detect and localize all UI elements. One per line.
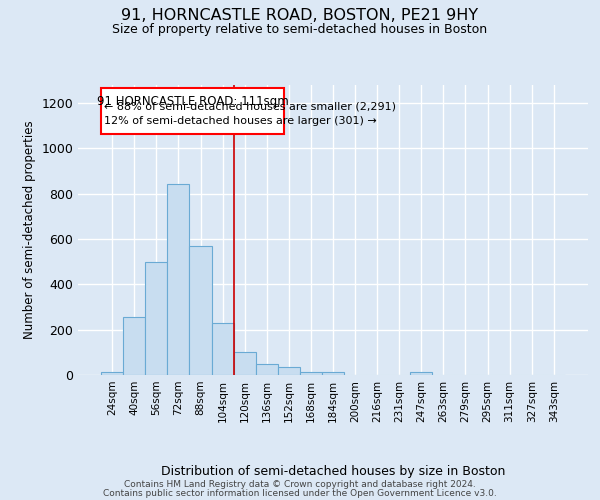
Bar bbox=[278, 367, 300, 375]
Bar bbox=[101, 372, 123, 375]
Y-axis label: Number of semi-detached properties: Number of semi-detached properties bbox=[23, 120, 36, 340]
Bar bbox=[322, 372, 344, 375]
Bar bbox=[167, 184, 190, 375]
Text: Distribution of semi-detached houses by size in Boston: Distribution of semi-detached houses by … bbox=[161, 464, 505, 477]
Bar bbox=[101, 88, 284, 134]
Text: Contains HM Land Registry data © Crown copyright and database right 2024.: Contains HM Land Registry data © Crown c… bbox=[124, 480, 476, 489]
Bar bbox=[300, 372, 322, 375]
Bar bbox=[145, 262, 167, 375]
Text: ← 88% of semi-detached houses are smaller (2,291): ← 88% of semi-detached houses are smalle… bbox=[104, 102, 397, 112]
Text: 91, HORNCASTLE ROAD, BOSTON, PE21 9HY: 91, HORNCASTLE ROAD, BOSTON, PE21 9HY bbox=[121, 8, 479, 22]
Bar bbox=[190, 246, 212, 375]
Text: 91 HORNCASTLE ROAD: 111sqm: 91 HORNCASTLE ROAD: 111sqm bbox=[97, 95, 289, 108]
Bar bbox=[410, 372, 433, 375]
Bar bbox=[212, 323, 233, 375]
Text: Contains public sector information licensed under the Open Government Licence v3: Contains public sector information licen… bbox=[103, 489, 497, 498]
Text: Size of property relative to semi-detached houses in Boston: Size of property relative to semi-detach… bbox=[112, 22, 488, 36]
Bar bbox=[256, 364, 278, 375]
Bar bbox=[233, 352, 256, 375]
Text: 12% of semi-detached houses are larger (301) →: 12% of semi-detached houses are larger (… bbox=[104, 116, 377, 126]
Bar bbox=[123, 317, 145, 375]
